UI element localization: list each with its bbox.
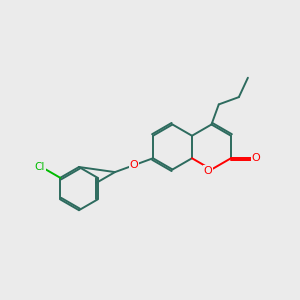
Text: O: O	[252, 153, 261, 163]
Text: Cl: Cl	[35, 162, 45, 172]
Text: O: O	[203, 166, 212, 176]
Text: O: O	[130, 160, 138, 170]
